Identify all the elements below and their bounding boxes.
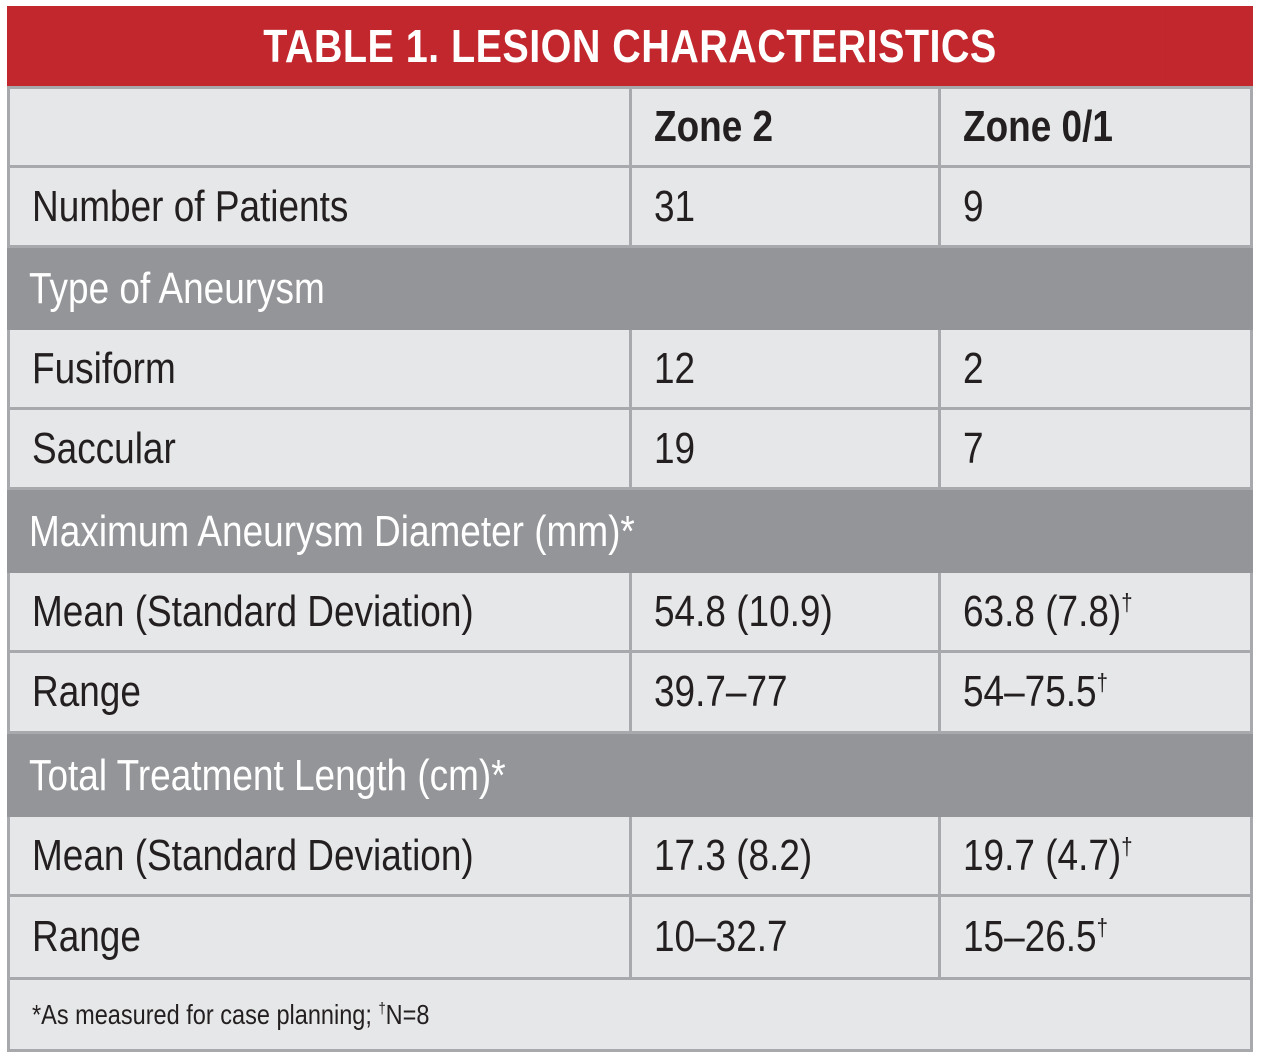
table-row-label: Mean (Standard Deviation)	[10, 817, 629, 894]
table-cell-zone2: 19	[632, 410, 938, 487]
table-cell-zone2: 17.3 (8.2)	[632, 817, 938, 894]
table-cell-zone01: 9	[941, 168, 1250, 245]
table-row-label: Number of Patients	[10, 168, 629, 245]
table-row-label: Fusiform	[10, 330, 629, 407]
table-title: TABLE 1. LESION CHARACTERISTICS	[94, 6, 1166, 86]
section-header-type-of-aneurysm: Type of Aneurysm	[7, 248, 1253, 330]
lesion-characteristics-table: TABLE 1. LESION CHARACTERISTICS Zone 2 Z…	[7, 6, 1253, 1052]
header-zone01-label: Zone 0/1	[963, 102, 1113, 151]
table-cell-zone01: 63.8 (7.8)†	[941, 573, 1250, 650]
footnote-text: *As measured for case planning;	[32, 998, 379, 1030]
table-row-label: Saccular	[10, 410, 629, 487]
table-cell-zone2: 12	[632, 330, 938, 407]
table-row-label: Range	[10, 653, 629, 731]
table-row-label: Range	[10, 897, 629, 977]
table-row-label: Mean (Standard Deviation)	[10, 573, 629, 650]
dagger-mark: †	[1096, 669, 1108, 697]
section-header-treatment-length: Total Treatment Length (cm)*	[7, 734, 1253, 817]
footnote-dagger-mark: †	[378, 1000, 386, 1018]
table-cell-zone01: 15–26.5†	[941, 897, 1250, 977]
table-cell-zone01: 19.7 (4.7)†	[941, 817, 1250, 894]
header-zone2-label: Zone 2	[654, 102, 774, 151]
section-header-max-diameter: Maximum Aneurysm Diameter (mm)*	[7, 490, 1253, 573]
table-cell-zone2: 31	[632, 168, 938, 245]
table-cell-zone01: 2	[941, 330, 1250, 407]
table-cell-zone2: 39.7–77	[632, 653, 938, 731]
table-cell-zone01: 7	[941, 410, 1250, 487]
header-cell-empty	[10, 89, 629, 165]
footnote-n-value: N=8	[385, 998, 430, 1030]
table-cell-zone01: 54–75.5†	[941, 653, 1250, 731]
table-footnote: *As measured for case planning; †N=8	[7, 980, 1253, 1052]
dagger-mark: †	[1121, 588, 1133, 616]
table-cell-zone2: 10–32.7	[632, 897, 938, 977]
dagger-mark: †	[1096, 914, 1108, 942]
table-cell-zone2: 54.8 (10.9)	[632, 573, 938, 650]
header-cell-zone01: Zone 0/1	[941, 89, 1250, 165]
dagger-mark: †	[1121, 832, 1133, 860]
header-cell-zone2: Zone 2	[632, 89, 938, 165]
